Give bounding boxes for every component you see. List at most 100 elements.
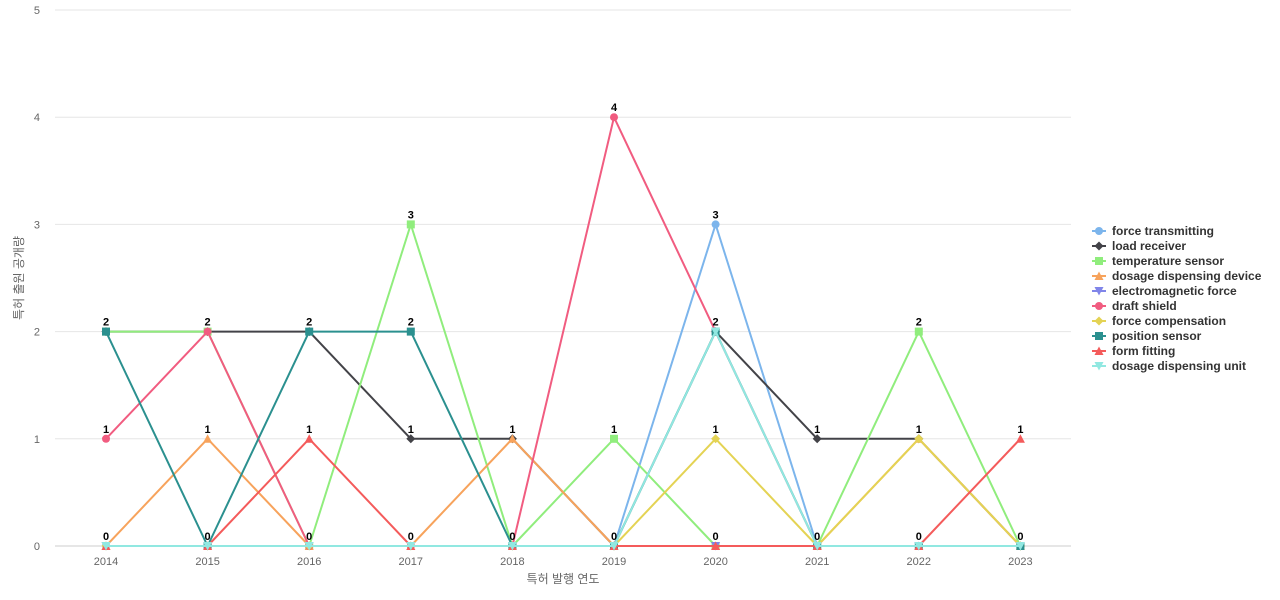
data-label: 0 — [509, 531, 515, 543]
legend-label: form fitting — [1112, 344, 1175, 358]
data-point — [711, 541, 721, 550]
x-tick-label: 2020 — [703, 556, 727, 568]
x-tick-label: 2018 — [500, 556, 524, 568]
y-tick-label: 3 — [34, 219, 40, 231]
data-label: 0 — [611, 531, 617, 543]
data-label: 0 — [713, 531, 719, 543]
legend-marker — [1094, 362, 1104, 371]
x-tick-label: 2021 — [805, 556, 829, 568]
data-label: 0 — [103, 531, 109, 543]
data-point — [102, 434, 110, 443]
data-label: 0 — [408, 531, 414, 543]
data-point — [304, 542, 314, 551]
legend-marker — [1095, 257, 1103, 265]
legend-item[interactable]: force transmitting — [1092, 224, 1214, 238]
legend-marker — [1095, 227, 1103, 235]
data-label: 1 — [509, 424, 515, 436]
legend-marker — [1094, 316, 1104, 326]
data-point — [203, 327, 212, 336]
data-label: 1 — [408, 424, 414, 436]
data-label: 2 — [713, 317, 719, 329]
data-label: 2 — [205, 317, 211, 329]
data-point — [610, 434, 618, 443]
legend-label: force transmitting — [1112, 224, 1214, 238]
series-line-dosage-dispensing-unit — [106, 330, 1021, 547]
legend-label: position sensor — [1112, 329, 1202, 343]
series-group — [101, 113, 1025, 551]
data-point — [711, 434, 721, 444]
legend-label: electromagnetic force — [1112, 284, 1237, 298]
gridlines — [55, 9, 1071, 547]
legend-item[interactable]: dosage dispensing unit — [1092, 359, 1246, 373]
series-line-force-transmitting — [106, 223, 1021, 547]
legend-item[interactable]: position sensor — [1092, 329, 1202, 343]
legend-label: force compensation — [1112, 314, 1226, 328]
legend-item[interactable]: force compensation — [1092, 314, 1226, 328]
x-tick-label: 2014 — [94, 556, 118, 568]
legend-marker — [1094, 346, 1104, 355]
legend-item[interactable]: temperature sensor — [1092, 254, 1224, 268]
data-point — [1015, 434, 1025, 443]
data-label: 1 — [1017, 424, 1023, 436]
data-point — [304, 434, 314, 443]
y-axis-ticks: 0 1 2 3 4 5 — [34, 5, 40, 553]
data-point — [711, 327, 721, 337]
data-label: 1 — [916, 424, 922, 436]
data-labels: 0 1 2 0 1 2 0 1 2 0 1 2 3 0 1 0 1 4 0 1 2 3 0 1 0 1 2 0 1 — [103, 102, 1024, 543]
y-tick-label: 2 — [34, 327, 40, 339]
legend-label: load receiver — [1112, 239, 1186, 253]
legend-marker — [1095, 332, 1103, 340]
legend-item[interactable]: form fitting — [1092, 344, 1175, 358]
legend-item[interactable]: dosage dispensing device — [1092, 269, 1262, 283]
data-point — [305, 327, 314, 336]
series-force-transmitting — [102, 220, 1025, 550]
data-point — [203, 434, 213, 443]
data-label: 3 — [408, 209, 414, 221]
data-label: 1 — [814, 424, 820, 436]
legend-item[interactable]: load receiver — [1092, 239, 1186, 253]
legend-marker — [1094, 287, 1104, 296]
data-label: 0 — [306, 531, 312, 543]
data-label: 0 — [916, 531, 922, 543]
data-point — [507, 434, 517, 443]
data-point — [610, 113, 618, 122]
data-point — [406, 542, 416, 551]
data-point — [102, 327, 110, 336]
data-label: 0 — [1017, 531, 1023, 543]
data-label: 0 — [205, 531, 211, 543]
data-label: 2 — [306, 317, 312, 329]
x-axis-ticks: 2014 2015 2016 2017 2018 2019 2020 2021 2022 2023 — [94, 556, 1033, 568]
y-tick-label: 4 — [34, 112, 40, 124]
legend-marker — [1094, 241, 1104, 251]
legend-label: dosage dispensing unit — [1112, 359, 1246, 373]
legend-label: draft shield — [1112, 299, 1177, 313]
legend-marker — [1095, 302, 1103, 310]
data-label: 1 — [205, 424, 211, 436]
series-dosage-dispensing-unit — [101, 327, 1025, 551]
data-label: 4 — [611, 102, 618, 114]
x-tick-label: 2015 — [195, 556, 219, 568]
legend-marker — [1094, 271, 1104, 280]
data-label: 1 — [103, 424, 109, 436]
x-tick-label: 2016 — [297, 556, 321, 568]
legend-label: temperature sensor — [1112, 254, 1224, 268]
data-point — [406, 434, 416, 444]
y-tick-label: 5 — [34, 5, 40, 17]
x-tick-label: 2022 — [907, 556, 931, 568]
data-label: 2 — [103, 317, 109, 329]
data-point — [406, 220, 415, 229]
data-point — [101, 542, 111, 551]
data-label: 1 — [306, 424, 312, 436]
data-label: 1 — [611, 424, 617, 436]
data-point — [507, 542, 517, 551]
legend-item[interactable]: electromagnetic force — [1092, 284, 1237, 298]
series-temperature-sensor — [102, 220, 1025, 550]
series-line-temperature-sensor — [106, 223, 1022, 547]
data-point — [914, 327, 923, 336]
series-line-dosage-dispensing-device — [105, 437, 1022, 547]
data-point — [609, 542, 619, 551]
legend-item[interactable]: draft shield — [1092, 299, 1177, 313]
x-axis-title: 특허 발행 연도 — [527, 571, 600, 586]
